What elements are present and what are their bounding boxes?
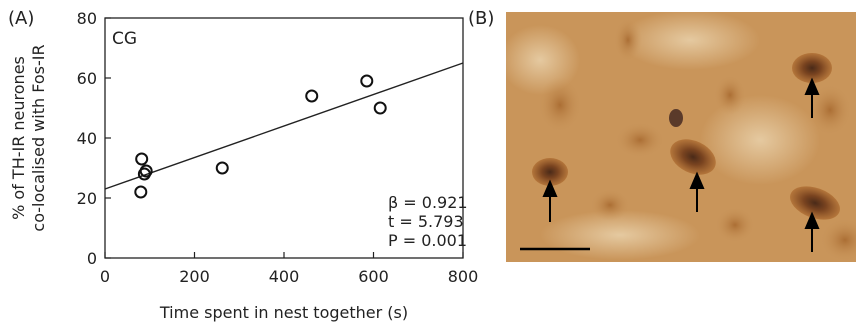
labelled-neurone (790, 186, 840, 220)
background-cell (590, 189, 630, 221)
arrow-icon (689, 171, 705, 212)
x-axis-label: Time spent in nest together (s) (159, 303, 408, 322)
y-axis-label: % of TH-IR neurones co-localised with Fo… (9, 44, 48, 231)
x-tick-label: 800 (448, 267, 479, 286)
labelled-neurone (792, 53, 832, 83)
arrow-icon (804, 77, 820, 118)
x-tick-label: 400 (269, 267, 300, 286)
y-tick-label: 20 (77, 189, 97, 208)
arrows (542, 77, 820, 252)
y-axis-label-line2: co-localised with Fos-IR (29, 44, 48, 231)
y-tick-label: 40 (77, 129, 97, 148)
tissue-light-patch (540, 210, 700, 260)
labelled-neurone (532, 158, 568, 186)
plot-area: 0 20 40 60 80 0 200 400 600 800 CG β = 0.921 t =… (77, 9, 479, 286)
background-cell (614, 18, 642, 62)
panel-b-label: (B) (468, 8, 494, 29)
group-label: CG (112, 29, 137, 49)
labelled-neurone (669, 109, 683, 127)
data-points (134, 74, 387, 199)
stat-t: t = 5.793 (388, 212, 464, 231)
data-point (215, 161, 229, 175)
data-point (134, 185, 148, 199)
data-point (135, 152, 149, 166)
data-point (360, 74, 374, 88)
micrograph (506, 12, 856, 262)
x-tick-label: 200 (179, 267, 210, 286)
background-cell (615, 122, 665, 158)
background-cell (808, 84, 852, 136)
background-cell (715, 207, 755, 243)
x-tick-label: 600 (358, 267, 389, 286)
tissue-light-patch (620, 12, 760, 70)
background-cell (820, 218, 856, 262)
stat-beta: β = 0.921 (388, 193, 468, 212)
x-tick-label: 0 (100, 267, 110, 286)
tissue-light-patch (700, 95, 820, 185)
arrow-icon (804, 211, 820, 252)
labelled-neurone (670, 139, 716, 175)
y-tick-label: 0 (87, 249, 97, 268)
background-cell (714, 75, 746, 115)
data-point (139, 164, 153, 178)
stat-p: P = 0.001 (388, 231, 467, 250)
y-axis-label-line1: % of TH-IR neurones (9, 56, 28, 220)
y-ticks: 0 20 40 60 80 (77, 9, 111, 268)
data-point (373, 101, 387, 115)
y-tick-label: 60 (77, 69, 97, 88)
panel-a-label: (A) (8, 8, 34, 29)
data-point (305, 89, 319, 103)
background-cell (538, 77, 582, 133)
y-tick-label: 80 (77, 9, 97, 28)
arrow-icon (542, 179, 558, 222)
x-ticks: 0 200 400 600 800 (100, 252, 478, 286)
regression-line (104, 62, 464, 190)
